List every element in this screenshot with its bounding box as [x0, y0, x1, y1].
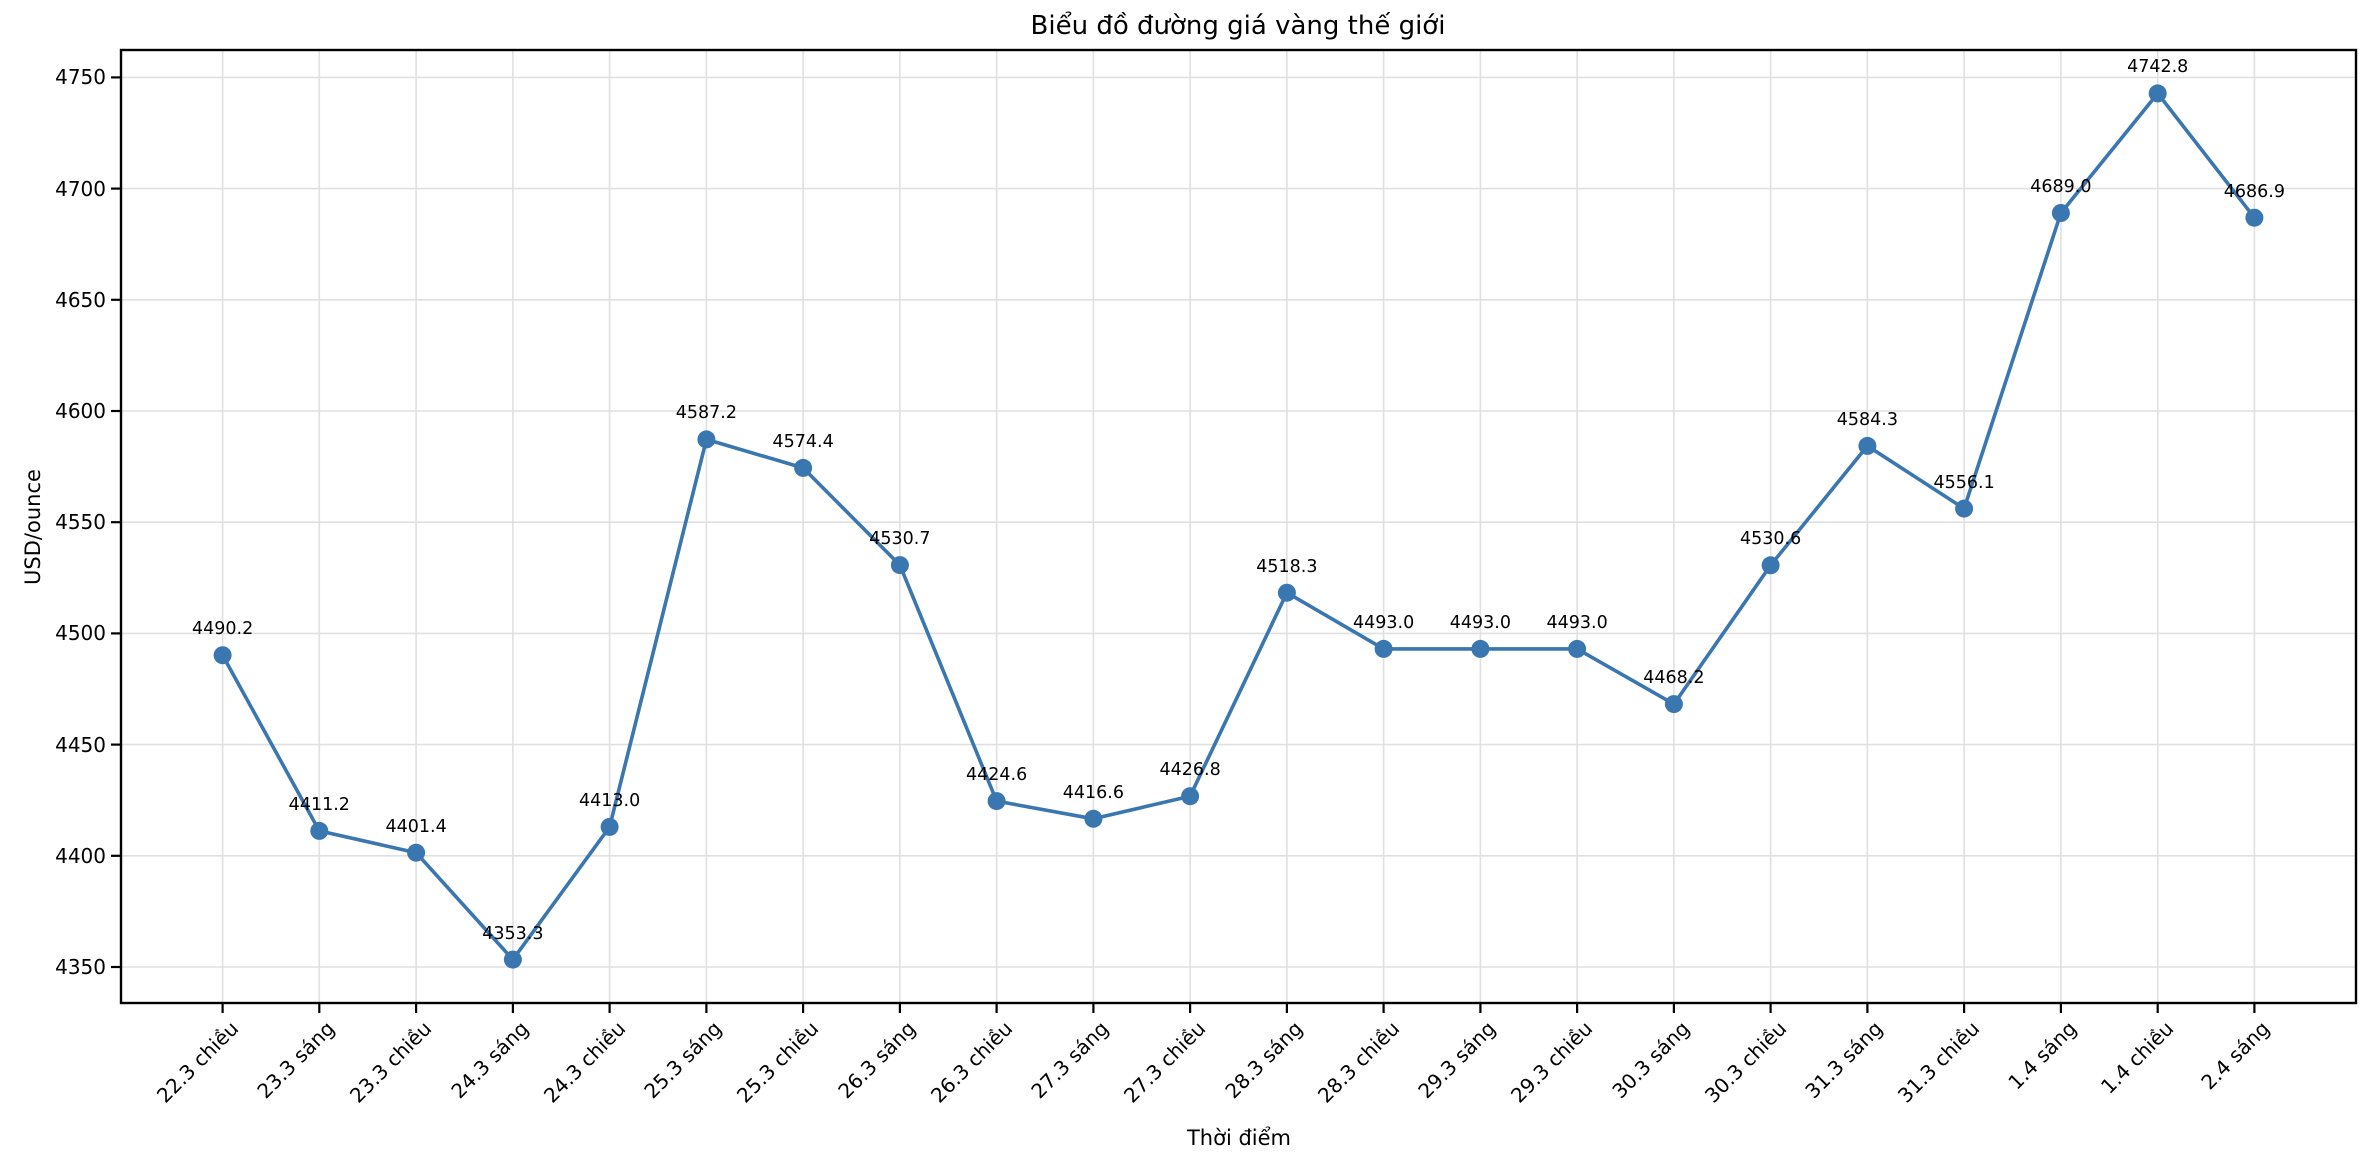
x-axis-title: Thời điểm	[1186, 1126, 1292, 1150]
data-point-marker	[1955, 499, 1974, 518]
data-point-marker	[1568, 639, 1587, 658]
data-point-label: 4416.6	[1062, 782, 1125, 803]
data-point-marker	[407, 843, 426, 862]
data-point-marker	[310, 821, 329, 840]
data-point-label: 4530.7	[869, 529, 931, 550]
data-point-label: 4424.6	[965, 765, 1028, 786]
data-point-label: 4689.0	[2030, 177, 2092, 197]
data-point-marker	[1277, 583, 1296, 602]
data-point-label: 4468.2	[1643, 668, 1705, 689]
data-point-label: 4574.4	[772, 431, 834, 452]
data-point-label: 4411.2	[288, 794, 350, 815]
data-point-marker	[2051, 204, 2070, 222]
data-point-label: 4413.0	[578, 790, 641, 811]
data-point-marker	[1858, 436, 1877, 455]
y-tick-label: 4650	[55, 287, 106, 312]
data-point-label: 4490.2	[191, 619, 254, 640]
data-point-label: 4587.2	[675, 403, 738, 424]
data-point-marker	[697, 430, 716, 449]
y-tick-label: 4600	[55, 399, 106, 423]
data-point-marker	[600, 817, 619, 836]
y-tick-label: 4400	[55, 843, 106, 868]
data-point-marker	[503, 950, 522, 969]
data-point-label: 4426.8	[1159, 760, 1221, 781]
data-point-label: 4584.3	[1836, 409, 1899, 430]
data-point-marker	[890, 556, 909, 575]
data-point-label: 4742.8	[2127, 57, 2189, 78]
chart-title: Biểu đồ đường giá vàng thế giới	[1030, 11, 1446, 41]
data-point-marker	[2245, 208, 2264, 227]
data-point-marker	[2148, 84, 2167, 103]
price-line	[220, 91, 2257, 962]
data-point-marker	[1761, 556, 1780, 575]
y-tick-label: 4750	[55, 65, 106, 90]
data-point-marker	[794, 458, 813, 477]
data-point-label: 4518.3	[1256, 556, 1318, 577]
data-point-label: 4556.1	[1933, 472, 1995, 493]
data-point-marker	[1374, 639, 1393, 658]
data-point-label: 4353.3	[482, 923, 544, 944]
y-tick-label: 4450	[55, 732, 106, 757]
data-point-marker	[1471, 639, 1490, 658]
data-point-marker	[987, 792, 1006, 811]
plot-frame	[119, 48, 2358, 1005]
y-tick-label: 4550	[55, 510, 106, 535]
data-point-marker	[1181, 787, 1200, 806]
data-point-marker	[213, 646, 232, 665]
y-tick-label: 4350	[55, 955, 106, 979]
data-point-label: 4493.0	[1352, 612, 1415, 633]
data-point-marker	[1084, 809, 1103, 828]
data-point-label: 4493.0	[1449, 612, 1512, 633]
y-tick-label: 4500	[55, 621, 106, 646]
data-point-label: 4686.9	[2223, 181, 2286, 202]
data-point-label: 4530.6	[1739, 529, 1802, 550]
data-point-label: 4401.4	[385, 816, 447, 837]
data-point-label: 4493.0	[1546, 612, 1608, 633]
y-tick-label: 4700	[55, 176, 106, 201]
data-point-marker	[1664, 695, 1683, 714]
